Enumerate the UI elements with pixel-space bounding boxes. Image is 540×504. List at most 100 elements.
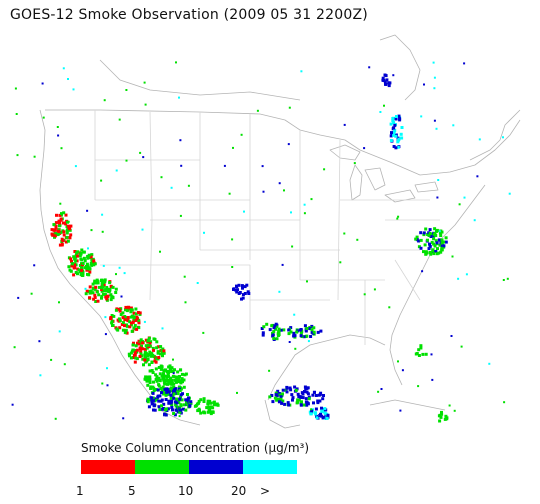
smoke-pixel xyxy=(422,250,425,254)
smoke-pixel xyxy=(384,74,388,78)
smoke-pixel xyxy=(176,410,180,414)
smoke-pixel xyxy=(285,385,289,389)
smoke-pixel xyxy=(151,385,155,389)
smoke-pixel xyxy=(392,121,396,125)
smoke-pixel xyxy=(323,411,327,415)
smoke-pixel xyxy=(228,192,231,195)
legend-segment-red xyxy=(81,460,135,474)
smoke-pixel xyxy=(139,350,143,354)
smoke-pixel xyxy=(417,348,421,352)
smoke-pixel xyxy=(129,306,133,310)
smoke-pixel xyxy=(148,342,152,346)
smoke-pixel xyxy=(96,279,100,283)
smoke-pixel xyxy=(60,147,63,150)
smoke-pixel xyxy=(503,401,506,404)
smoke-pixel xyxy=(106,289,110,293)
smoke-pixel xyxy=(88,285,92,289)
smoke-pixel xyxy=(157,399,161,403)
smoke-pixel xyxy=(173,368,176,372)
smoke-pixel xyxy=(423,83,425,86)
smoke-pixel xyxy=(289,388,293,392)
smoke-pixel xyxy=(125,309,129,313)
smoke-pixel xyxy=(301,396,305,400)
smoke-pixel xyxy=(172,382,176,386)
smoke-pixel xyxy=(63,363,66,366)
smoke-pixel xyxy=(172,358,174,361)
gulf-coastline xyxy=(267,334,386,401)
smoke-pixel xyxy=(211,410,215,414)
smoke-pixel xyxy=(390,131,393,135)
smoke-pixel xyxy=(154,378,158,381)
smoke-pixel xyxy=(287,403,291,407)
smoke-pixel xyxy=(319,329,323,333)
legend-title: Smoke Column Concentration (µg/m³) xyxy=(81,441,309,455)
smoke-pixel xyxy=(419,344,423,348)
smoke-pixel xyxy=(293,385,297,389)
smoke-pixel xyxy=(247,292,251,295)
smoke-pixel xyxy=(131,343,135,347)
smoke-pixel xyxy=(356,238,359,241)
smoke-pixel xyxy=(322,394,325,397)
smoke-pixel xyxy=(291,245,294,248)
smoke-pixel xyxy=(502,136,504,139)
smoke-pixel xyxy=(56,233,60,236)
smoke-pixel xyxy=(125,89,128,91)
smoke-pixel xyxy=(312,326,316,330)
smoke-pixel xyxy=(417,245,421,249)
smoke-pixel xyxy=(273,324,277,328)
smoke-pixel xyxy=(287,143,290,146)
smoke-pixel xyxy=(276,397,280,401)
smoke-pixel xyxy=(134,312,138,316)
smoke-pixel xyxy=(161,354,164,358)
smoke-pixel xyxy=(157,405,161,409)
smoke-pixel xyxy=(137,339,141,343)
smoke-pixel xyxy=(100,179,103,182)
smoke-pixel xyxy=(206,410,210,414)
smoke-pixel xyxy=(202,397,206,401)
smoke-pixel xyxy=(394,117,398,121)
smoke-pixel xyxy=(95,281,99,285)
smoke-pixel xyxy=(182,385,186,389)
smoke-pixel xyxy=(419,231,423,235)
smoke-pixel xyxy=(77,268,81,272)
smoke-pixel xyxy=(89,255,93,259)
smoke-pixel xyxy=(162,402,166,406)
smoke-pixel xyxy=(476,175,479,178)
smoke-pixel xyxy=(177,377,180,381)
smoke-pixel xyxy=(287,328,291,332)
smoke-pixel xyxy=(137,326,141,330)
smoke-pixel xyxy=(155,340,159,344)
smoke-pixel xyxy=(149,387,153,390)
smoke-pixel xyxy=(294,347,297,350)
smoke-pixel xyxy=(197,408,201,412)
smoke-pixel xyxy=(101,279,105,283)
smoke-pixel xyxy=(232,146,234,149)
smoke-pixel xyxy=(434,249,438,253)
smoke-pixel xyxy=(320,414,324,418)
smoke-pixel xyxy=(241,293,245,297)
smoke-pixel xyxy=(121,311,125,315)
smoke-pixel xyxy=(127,352,131,356)
smoke-pixel xyxy=(67,220,70,223)
smoke-pixel xyxy=(51,233,55,237)
smoke-pixel xyxy=(261,333,265,337)
smoke-pixel xyxy=(196,282,199,284)
smoke-pixel xyxy=(182,378,186,382)
smoke-pixel xyxy=(298,328,302,332)
smoke-pixel xyxy=(209,410,213,414)
smoke-pixel xyxy=(86,209,89,212)
smoke-pixel xyxy=(271,400,275,404)
smoke-pixel xyxy=(288,106,291,109)
smoke-pixel xyxy=(88,296,92,300)
smoke-pixel xyxy=(442,244,446,248)
smoke-pixel xyxy=(281,388,285,392)
smoke-pixel xyxy=(438,243,442,247)
smoke-pixel xyxy=(175,397,178,401)
smoke-pixel xyxy=(105,297,109,301)
smoke-pixel xyxy=(112,314,116,318)
smoke-pixel xyxy=(428,242,431,246)
smoke-pixel xyxy=(118,266,121,269)
smoke-pixel xyxy=(388,306,391,309)
smoke-pixel xyxy=(172,372,175,375)
smoke-pixel xyxy=(174,408,178,412)
